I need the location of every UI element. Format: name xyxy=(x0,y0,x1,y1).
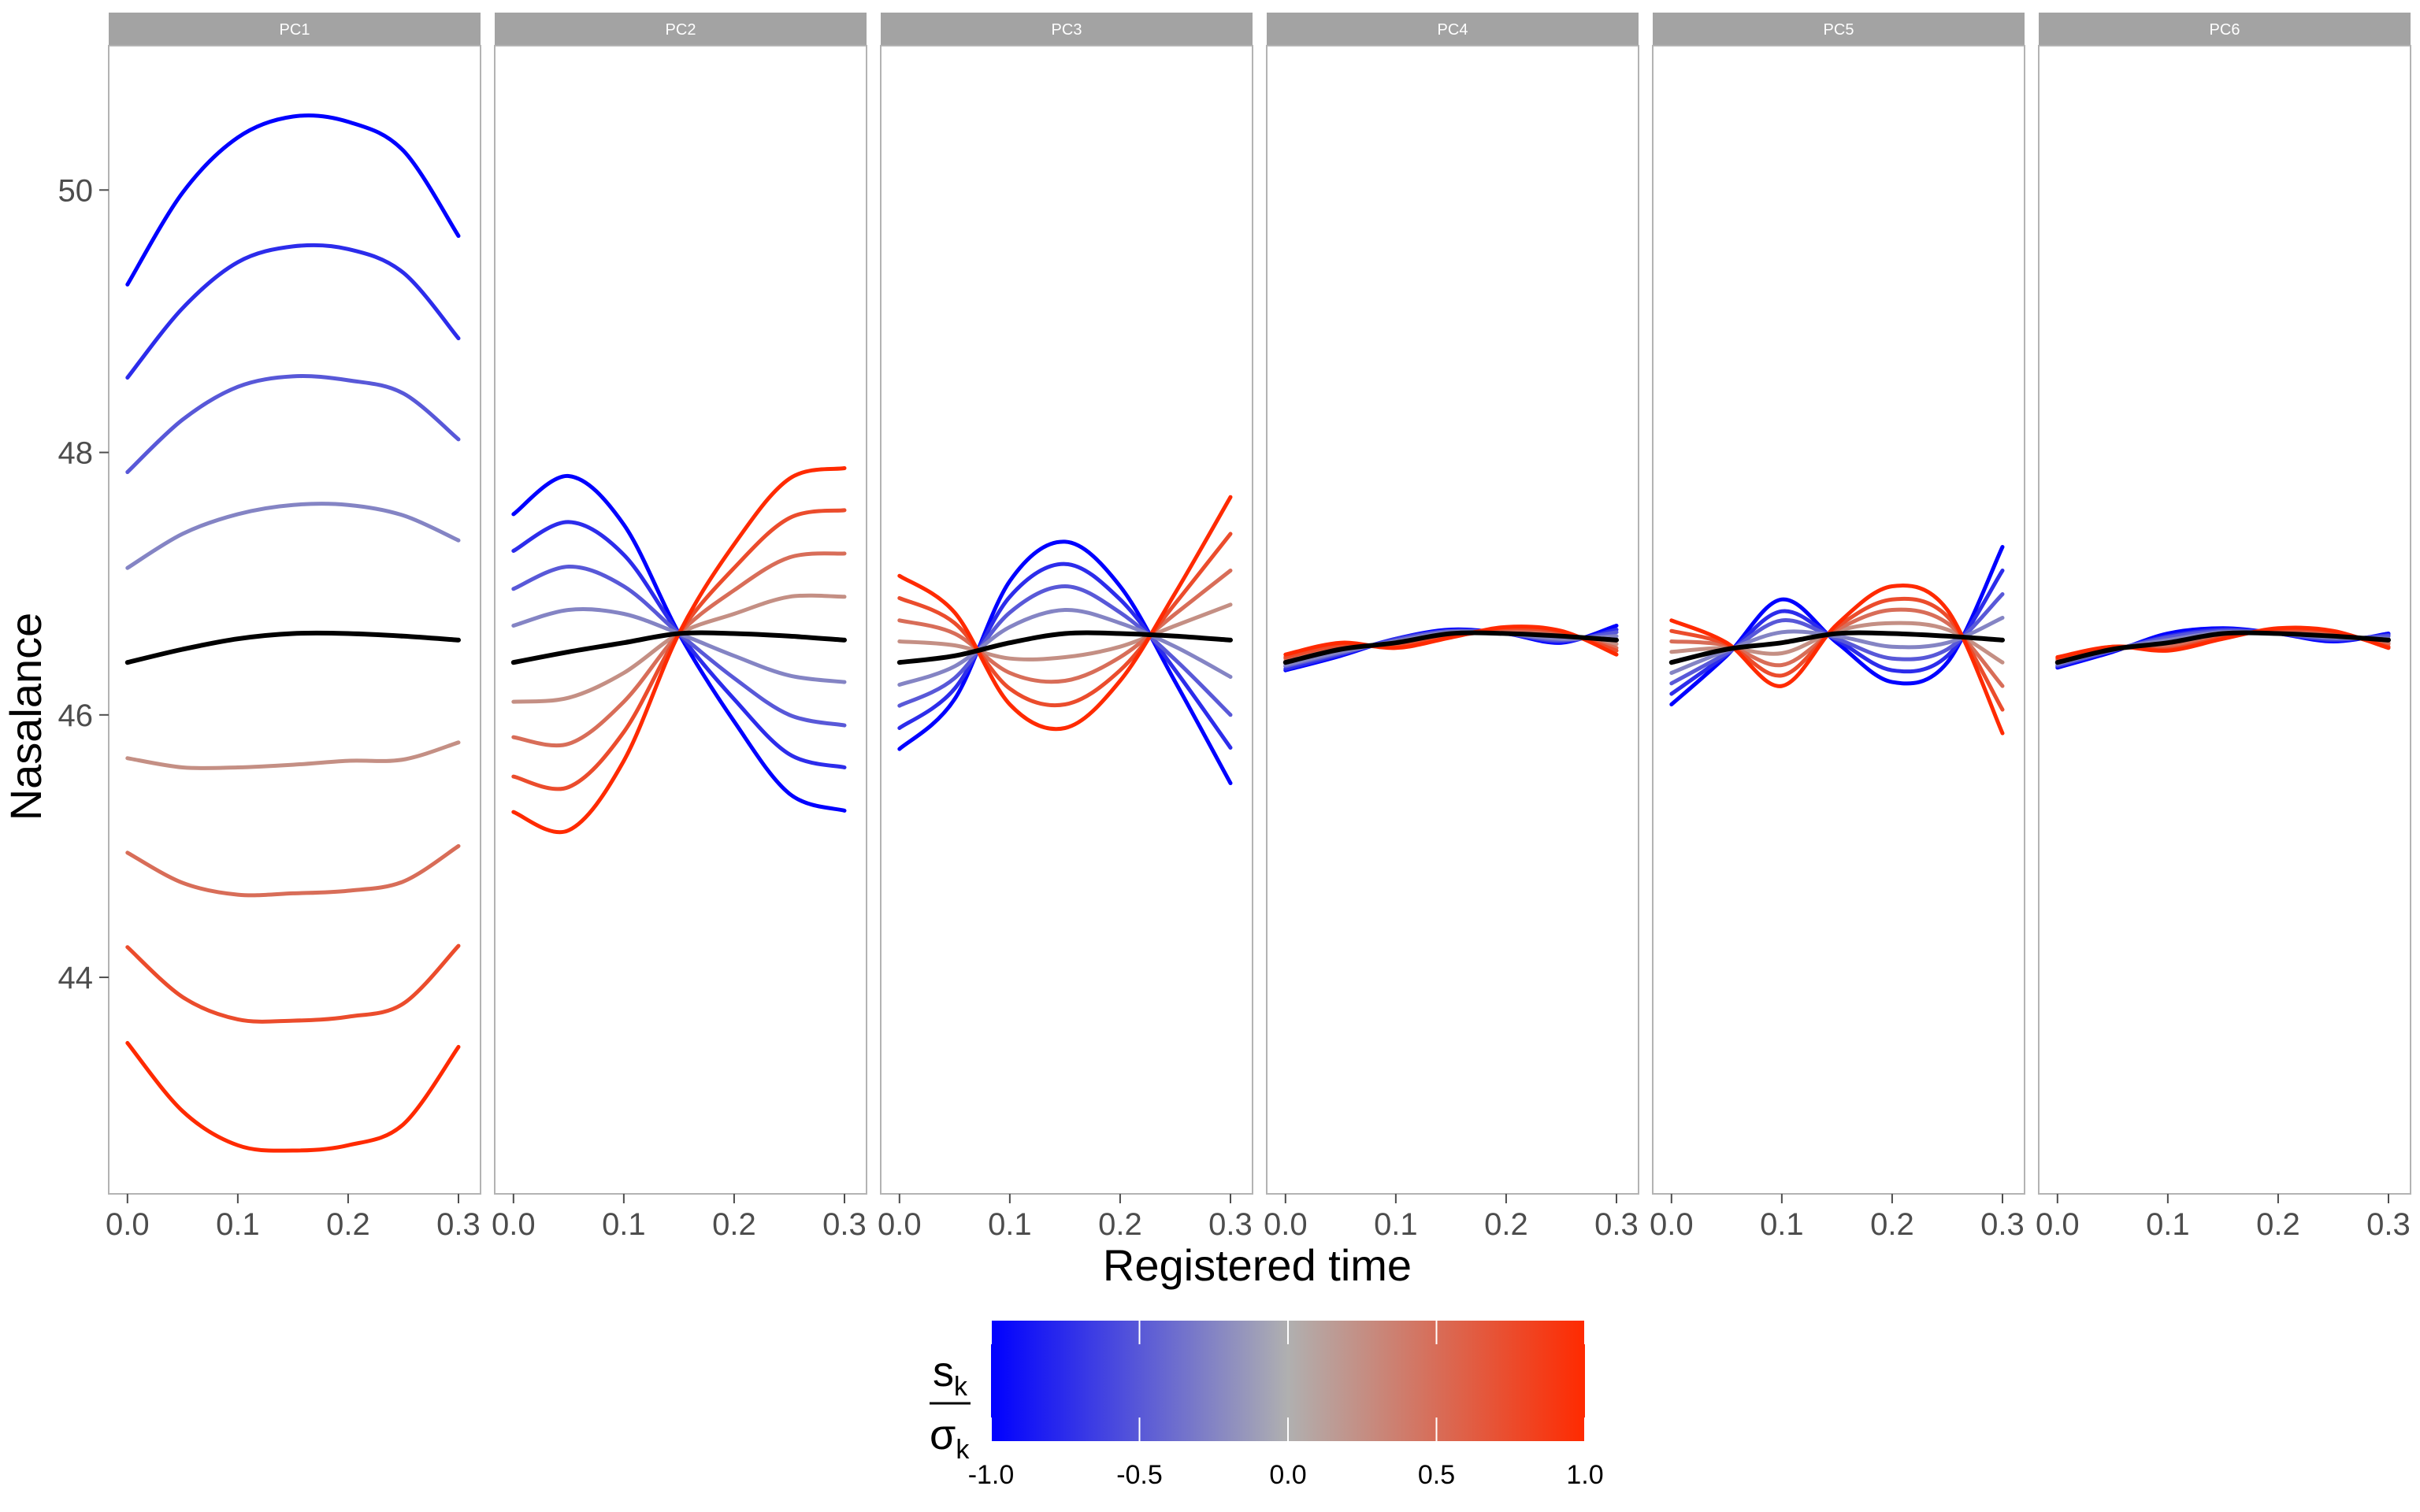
legend-tick-label: 0.0 xyxy=(1269,1460,1306,1490)
series-line xyxy=(1283,624,1619,657)
x-tick-label: 0.1 xyxy=(216,1207,260,1242)
series-line xyxy=(125,740,461,770)
x-tick-label: 0.2 xyxy=(1098,1207,1142,1242)
series-line xyxy=(125,113,461,287)
x-tick-label: 0.3 xyxy=(2366,1207,2411,1242)
legend-tick-label: 0.5 xyxy=(1418,1460,1455,1490)
series-line xyxy=(511,466,847,835)
x-tick-label: 0.0 xyxy=(2036,1207,2080,1242)
facet-panels: PC1 0.0 0.1 0.2 0.3 PC2 0.0 0.1 0.2 0.3 PC3 0.0 0.1 0… xyxy=(106,13,2411,1242)
facet-strip xyxy=(2039,13,2411,46)
x-tick-label: 0.0 xyxy=(1264,1207,1308,1242)
series-line xyxy=(1669,583,2005,736)
series-line xyxy=(125,843,461,898)
panel-pc1: PC1 0.0 0.1 0.2 0.3 xyxy=(106,13,481,1242)
panel-border xyxy=(2038,45,2411,1195)
x-axis-title: Registered time xyxy=(1103,1240,1412,1290)
y-tick-label: 46 xyxy=(58,699,94,733)
x-tick-label: 0.1 xyxy=(988,1207,1032,1242)
series-line xyxy=(125,243,461,380)
x-tick-label: 0.3 xyxy=(1208,1207,1253,1242)
x-tick-label: 0.3 xyxy=(1980,1207,2025,1242)
facet-strip-label: PC2 xyxy=(666,21,696,39)
y-tick-label: 44 xyxy=(58,961,94,995)
panel-border xyxy=(1266,45,1639,1195)
x-tick-label: 0.0 xyxy=(492,1207,536,1242)
x-tick-label: 0.1 xyxy=(1760,1207,1804,1242)
x-tick-label: 0.2 xyxy=(1870,1207,1914,1242)
series-line xyxy=(897,532,1233,708)
y-axis: 44 46 48 50 xyxy=(58,173,109,995)
legend-title-denominator: σk xyxy=(930,1411,970,1465)
mean-line xyxy=(1282,630,1619,665)
facet-strip-label: PC3 xyxy=(1052,21,1082,39)
y-tick-label: 50 xyxy=(58,173,94,208)
y-tick-label: 48 xyxy=(58,436,94,471)
x-tick-label: 0.3 xyxy=(436,1207,481,1242)
legend-title-sigma-subscript: k xyxy=(956,1435,970,1465)
series-line xyxy=(125,943,461,1024)
series-line xyxy=(897,607,1233,687)
panel-pc6: PC6 0.0 0.1 0.2 0.3 xyxy=(2036,13,2411,1242)
panel-border xyxy=(880,45,1253,1195)
series-line xyxy=(897,602,1233,662)
facet-strip-label: PC6 xyxy=(2210,21,2240,39)
panel-pc3: PC3 0.0 0.1 0.2 0.3 xyxy=(878,13,1253,1242)
mean-line xyxy=(124,630,461,665)
panel-border xyxy=(108,45,481,1195)
panel-border xyxy=(1652,45,2025,1195)
facet-strip xyxy=(1267,13,1639,46)
legend-title-s: s xyxy=(933,1348,954,1395)
x-tick-label: 0.2 xyxy=(712,1207,756,1242)
legend-title-numerator: sk xyxy=(933,1348,968,1402)
facet-strip xyxy=(881,13,1253,46)
color-legend: sk σk -1.0 -0.5 0.0 0.5 1.0 xyxy=(930,1321,1604,1490)
series-line xyxy=(897,539,1233,785)
series-line xyxy=(125,502,461,570)
series-line xyxy=(2055,625,2391,659)
mean-line xyxy=(1668,630,2005,665)
x-tick-label: 0.1 xyxy=(2146,1207,2190,1242)
x-tick-label: 0.2 xyxy=(2256,1207,2300,1242)
legend-tick-label: -0.5 xyxy=(1116,1460,1163,1490)
series-line xyxy=(897,495,1233,732)
x-tick-label: 0.1 xyxy=(1374,1207,1418,1242)
legend-title: sk σk xyxy=(930,1348,971,1465)
x-tick-label: 0.2 xyxy=(326,1207,370,1242)
mean-line xyxy=(510,630,847,665)
panel-pc2: PC2 0.0 0.1 0.2 0.3 xyxy=(492,13,867,1242)
mean-line xyxy=(896,630,1233,665)
series-line xyxy=(125,1040,461,1153)
y-axis-title: Nasalance xyxy=(1,613,50,821)
x-tick-label: 0.3 xyxy=(1594,1207,1639,1242)
legend-tick-label: 1.0 xyxy=(1566,1460,1603,1490)
legend-title-s-subscript: k xyxy=(954,1372,968,1402)
series-line xyxy=(897,569,1233,684)
mean-line xyxy=(2054,630,2391,665)
panel-pc5: PC5 0.0 0.1 0.2 0.3 xyxy=(1650,13,2025,1242)
legend-ticks: -1.0 -0.5 0.0 0.5 1.0 xyxy=(968,1321,1604,1490)
panel-pc4: PC4 0.0 0.1 0.2 0.3 xyxy=(1264,13,1639,1242)
series-line xyxy=(125,374,461,474)
x-tick-label: 0.0 xyxy=(878,1207,922,1242)
facet-strip xyxy=(495,13,867,46)
series-line xyxy=(897,584,1233,717)
facet-strip-label: PC4 xyxy=(1438,21,1468,39)
panel-border xyxy=(494,45,867,1195)
facet-strip-label: PC1 xyxy=(280,21,310,39)
x-tick-label: 0.0 xyxy=(106,1207,150,1242)
series-line xyxy=(897,561,1233,750)
x-tick-label: 0.2 xyxy=(1484,1207,1528,1242)
x-tick-label: 0.3 xyxy=(822,1207,867,1242)
facet-strip-label: PC5 xyxy=(1824,21,1854,39)
x-tick-label: 0.0 xyxy=(1650,1207,1694,1242)
legend-tick-label: -1.0 xyxy=(968,1460,1015,1490)
x-tick-label: 0.1 xyxy=(602,1207,646,1242)
series-line xyxy=(1669,592,2005,686)
legend-title-sigma: σ xyxy=(930,1411,956,1458)
facet-strip xyxy=(109,13,481,46)
facet-strip xyxy=(1653,13,2025,46)
